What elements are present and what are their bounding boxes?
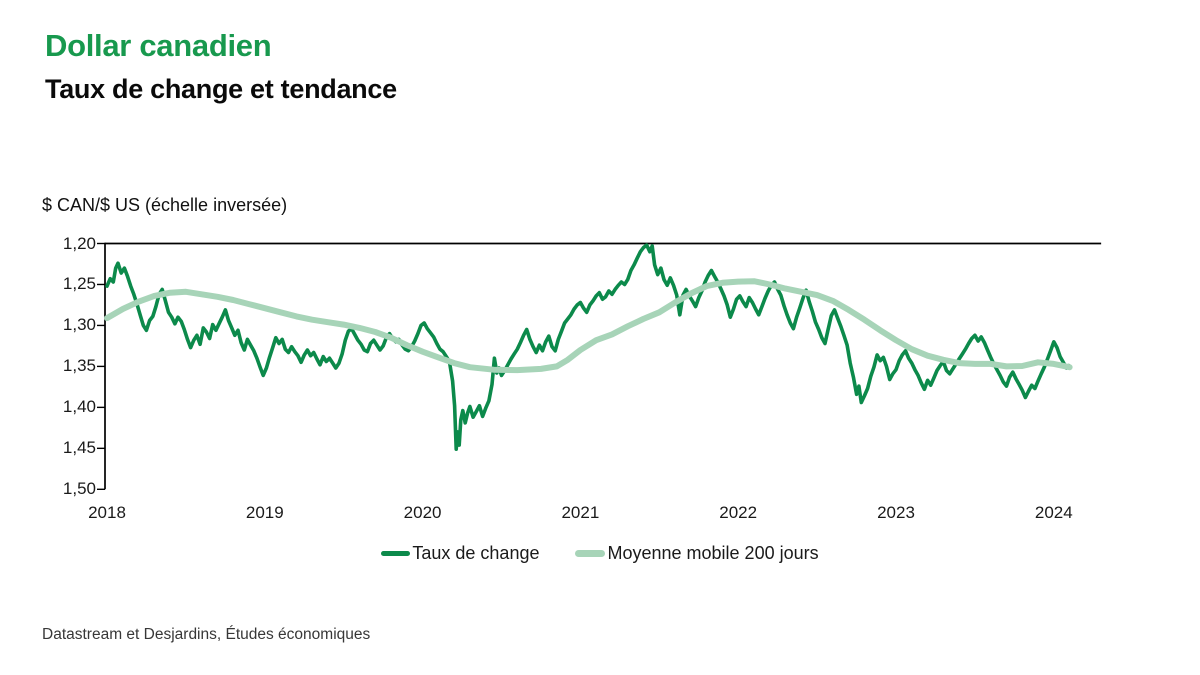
x-tick-label: 2024 <box>1034 503 1073 522</box>
y-tick-label: 1,30 <box>62 315 96 335</box>
y-axis-unit-label: $ CAN/$ US (échelle inversée) <box>42 195 288 215</box>
y-tick-label: 1,40 <box>62 397 96 417</box>
x-tick-label: 2023 <box>877 503 915 522</box>
y-tick-label: 1,25 <box>62 274 96 294</box>
y-tick-label: 1,50 <box>62 479 96 499</box>
series-line-moyenne-mobile <box>104 278 1073 374</box>
y-tick-label: 1,20 <box>62 233 96 253</box>
x-tick-label: 2019 <box>245 503 284 522</box>
x-tick-label: 2018 <box>88 503 126 522</box>
legend-label-ma: Moyenne mobile 200 jours <box>607 543 819 563</box>
chart-legend: Taux de change Moyenne mobile 200 jours <box>0 543 1200 564</box>
x-tick-label: 2022 <box>719 503 758 522</box>
x-tick-label: 2021 <box>561 503 600 522</box>
rate-line-swatch <box>381 551 411 556</box>
y-tick-label: 1,45 <box>62 438 96 458</box>
legend-label-rate: Taux de change <box>412 543 540 563</box>
x-tick-label: 2020 <box>403 503 442 522</box>
y-tick-label: 1,35 <box>62 356 96 376</box>
series-line-taux-de-change <box>105 243 1071 452</box>
source-note: Datastream et Desjardins, Études économi… <box>42 626 371 643</box>
legend-item-taux-de-change: Taux de change <box>381 543 539 564</box>
ma-line-swatch <box>575 550 606 557</box>
legend-item-moyenne-mobile: Moyenne mobile 200 jours <box>575 543 819 564</box>
page-title: Dollar canadien <box>45 28 272 63</box>
page-subtitle: Taux de change et tendance <box>45 74 397 104</box>
